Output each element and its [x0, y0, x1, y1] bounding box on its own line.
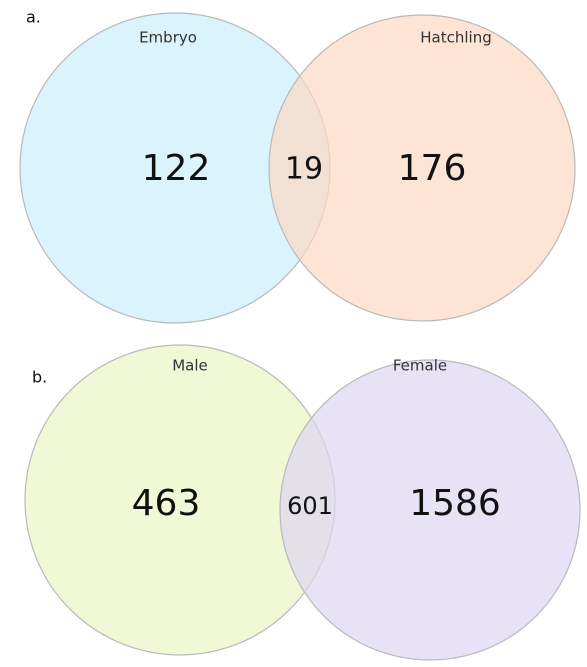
count-left: 463 [132, 483, 201, 524]
set-label: Embryo [139, 29, 197, 47]
panel-a: a. Embryo Hatchling 122 19 176 [19, 8, 576, 324]
count-overlap: 19 [285, 152, 323, 187]
panel-b: b. Male Female 463 601 1586 [24, 344, 581, 661]
set-label: Male [172, 357, 208, 375]
set-label: Female [393, 357, 447, 375]
count-overlap: 601 [287, 492, 333, 520]
set-label: Hatchling [420, 29, 491, 47]
count-right: 176 [398, 148, 467, 189]
panel-label: a. [26, 8, 41, 27]
set-circle-right [279, 359, 581, 661]
set-circle-right [268, 14, 576, 322]
panel-label: b. [32, 368, 47, 387]
count-left: 122 [142, 148, 211, 189]
count-right: 1586 [409, 483, 501, 524]
